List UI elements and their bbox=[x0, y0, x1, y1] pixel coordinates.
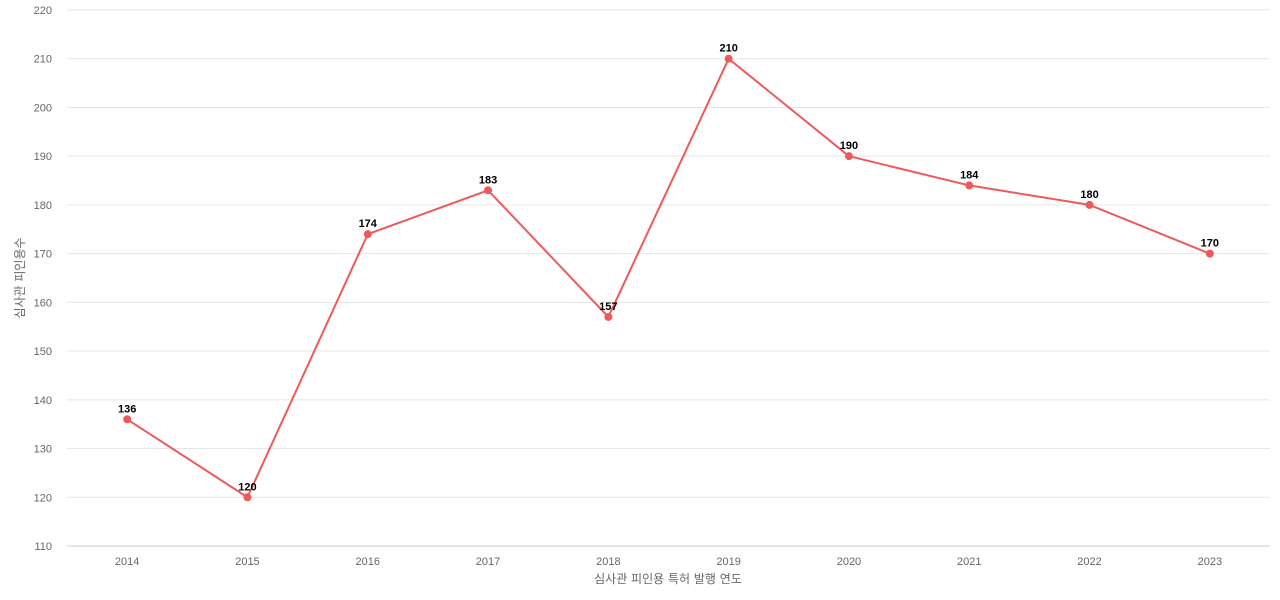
data-point[interactable] bbox=[604, 312, 613, 321]
series-line-group bbox=[126, 57, 1211, 499]
data-point[interactable] bbox=[363, 230, 372, 239]
data-label: 210 bbox=[719, 43, 737, 55]
data-labels: 136 120 174 183 157 210 190 184 180 170 bbox=[118, 43, 1219, 494]
data-point[interactable] bbox=[243, 493, 252, 502]
y-tick-label: 170 bbox=[34, 249, 52, 261]
data-point[interactable] bbox=[1205, 249, 1214, 258]
y-tick-label: 140 bbox=[34, 395, 52, 407]
y-tick-label: 210 bbox=[34, 54, 52, 66]
x-axis-ticks: 2014 2015 2016 2017 2018 2019 2020 2021 2022 2023 bbox=[115, 556, 1222, 568]
x-tick-label: 2017 bbox=[476, 556, 500, 568]
y-tick-label: 160 bbox=[34, 297, 52, 309]
data-points bbox=[123, 54, 1214, 502]
x-tick-label: 2014 bbox=[115, 556, 139, 568]
y-tick-label: 220 bbox=[34, 5, 52, 17]
x-tick-label: 2016 bbox=[356, 556, 380, 568]
x-tick-label: 2023 bbox=[1198, 556, 1222, 568]
data-label: 174 bbox=[359, 218, 378, 230]
data-label: 180 bbox=[1080, 189, 1098, 201]
data-label: 157 bbox=[599, 301, 617, 313]
y-tick-label: 200 bbox=[34, 102, 52, 114]
x-tick-label: 2015 bbox=[235, 556, 259, 568]
data-label: 184 bbox=[960, 169, 979, 181]
y-axis-ticks: 110 120 130 140 150 160 170 180 190 200 210 220 bbox=[34, 5, 52, 553]
x-axis-title: 심사관 피인용 특허 발행 연도 bbox=[594, 571, 742, 586]
data-point[interactable] bbox=[484, 186, 493, 195]
data-point[interactable] bbox=[724, 54, 733, 63]
y-tick-label: 150 bbox=[34, 346, 52, 358]
y-tick-label: 110 bbox=[34, 541, 52, 553]
data-label: 190 bbox=[840, 140, 858, 152]
x-tick-label: 2022 bbox=[1077, 556, 1101, 568]
x-tick-label: 2018 bbox=[596, 556, 620, 568]
data-point[interactable] bbox=[965, 181, 974, 190]
data-point[interactable] bbox=[844, 152, 853, 161]
data-label: 120 bbox=[238, 481, 256, 493]
y-tick-label: 180 bbox=[34, 200, 52, 212]
x-tick-label: 2020 bbox=[837, 556, 861, 568]
grid-lines bbox=[67, 9, 1270, 547]
y-tick-label: 130 bbox=[34, 444, 52, 456]
series-line bbox=[126, 57, 1211, 499]
y-tick-label: 120 bbox=[34, 492, 52, 504]
data-label: 170 bbox=[1201, 238, 1219, 250]
x-tick-label: 2021 bbox=[957, 556, 981, 568]
data-point[interactable] bbox=[1085, 200, 1094, 209]
data-label: 136 bbox=[118, 403, 136, 415]
y-axis-title: 심사관 피인용수 bbox=[13, 237, 27, 318]
data-point[interactable] bbox=[123, 415, 132, 424]
data-label: 183 bbox=[479, 174, 497, 186]
y-tick-label: 190 bbox=[34, 151, 52, 163]
x-tick-label: 2019 bbox=[716, 556, 740, 568]
